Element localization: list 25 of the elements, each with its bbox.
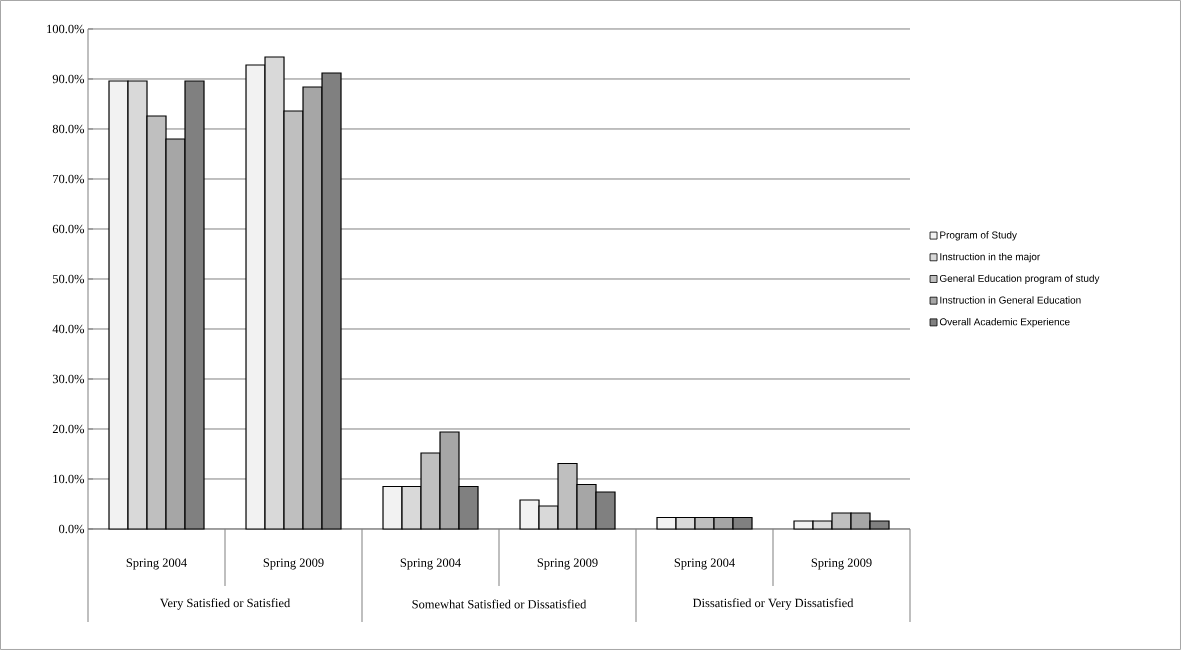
x-tick-label: Spring 2009 — [263, 558, 324, 570]
y-tick-label: 60.0% — [52, 224, 85, 234]
legend-label: Instruction in the major — [940, 252, 1041, 263]
x-tick-label: Spring 2009 — [537, 558, 598, 570]
y-tick-label: 50.0% — [53, 274, 85, 284]
x-tick-label: Spring 2004 — [126, 558, 187, 570]
x-tick-label: Spring 2009 — [811, 558, 872, 570]
legend-label: Overall Academic Experience — [939, 318, 1070, 328]
y-tick-label: 90.0% — [52, 74, 85, 84]
y-tick-label: 100.0% — [47, 24, 85, 34]
legend-label: General Education program of study — [939, 274, 1100, 284]
y-tick-label: 30.0% — [52, 374, 85, 384]
text: Dissatisfied or Very Dissatisfied — [692, 598, 854, 610]
text: Somewhat Satisfied or Dissatisfied — [412, 599, 587, 609]
text: Very Satisfied or Satisfied — [159, 598, 291, 610]
legend-label: Instruction in General Education — [940, 296, 1081, 304]
y-tick-label: 0.0% — [59, 524, 85, 534]
legend-label: Program of Study — [940, 231, 1017, 241]
y-tick-label: 70.0% — [53, 174, 85, 184]
y-tick-label: 80.0% — [52, 124, 85, 134]
y-tick-label: 20.0% — [52, 424, 85, 434]
y-tick-label: 40.0% — [52, 324, 85, 334]
y-tick-label: 10.0% — [53, 474, 85, 484]
x-tick-label: Spring 2004 — [674, 558, 735, 570]
x-tick-label: Spring 2004 — [400, 558, 461, 570]
